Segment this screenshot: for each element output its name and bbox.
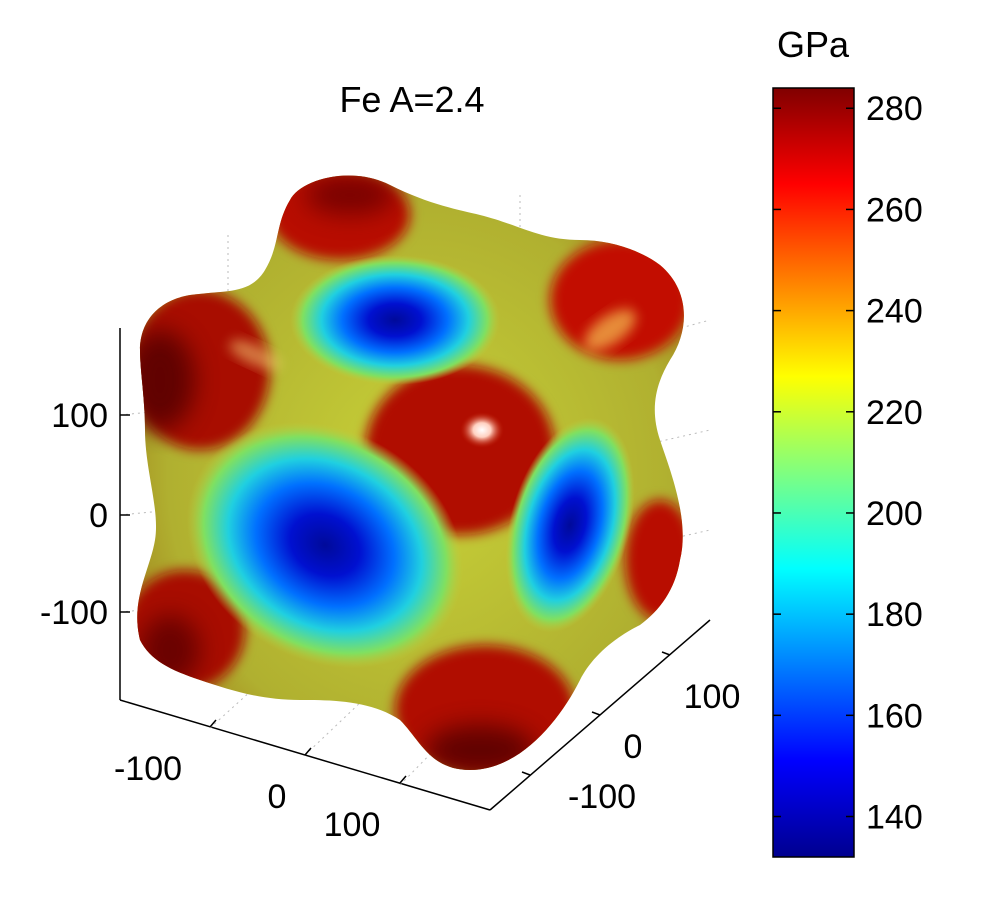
y-tick-labels: 100 0 -100 — [568, 678, 740, 816]
colorbar-tick-label: 180 — [866, 596, 923, 634]
y-tick-label: -100 — [568, 778, 636, 816]
z-tick-label: 0 — [89, 497, 108, 535]
z-tick-labels: 100 0 -100 — [40, 397, 108, 632]
x-tick-label: -100 — [114, 750, 182, 788]
x-tick-label: 100 — [324, 806, 381, 844]
x-tick-labels: -100 0 100 — [114, 750, 380, 844]
colorbar-tick-label: 280 — [866, 90, 923, 128]
colorbar: GPa 280 260 240 220 200 180 160 140 — [772, 24, 923, 858]
z-tick-label: -100 — [40, 594, 108, 632]
z-tick-label: 100 — [51, 397, 108, 435]
colorbar-tick-label: 240 — [866, 293, 923, 331]
x-tick-label: 0 — [268, 778, 287, 816]
colorbar-tick-label: 220 — [866, 394, 923, 432]
colorbar-gradient — [772, 87, 855, 858]
chart-title: Fe A=2.4 — [339, 79, 484, 120]
y-tick-label: 0 — [624, 728, 643, 766]
tick-marks — [120, 414, 671, 784]
elastic-surface — [137, 175, 684, 771]
y-tick-label: 100 — [684, 678, 741, 716]
colorbar-unit-label: GPa — [777, 24, 850, 65]
colorbar-tick-label: 140 — [866, 799, 923, 837]
colorbar-tick-label: 200 — [866, 495, 923, 533]
colorbar-tick-label: 160 — [866, 697, 923, 735]
colorbar-ticks: 280 260 240 220 200 180 160 140 — [773, 90, 923, 837]
colorbar-tick-label: 260 — [866, 191, 923, 229]
